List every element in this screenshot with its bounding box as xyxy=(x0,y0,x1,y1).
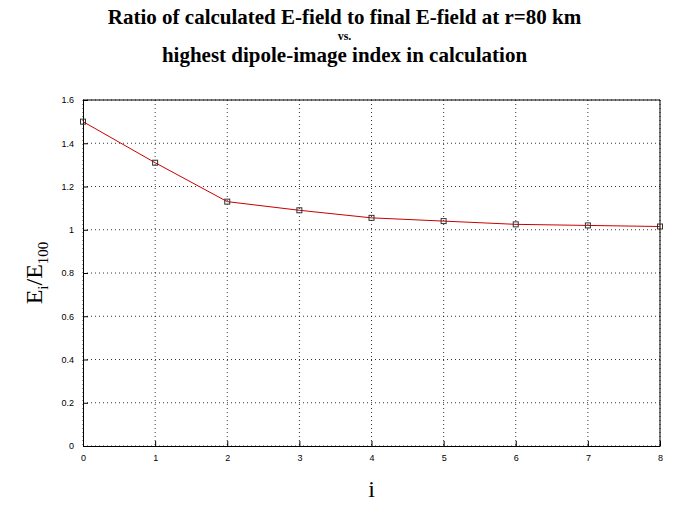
plot: 0 1 2 3 4 5 6 7 8 0 0.2 0.4 0.6 0.8 1 1.2 1.4 1.6 xyxy=(61,95,663,463)
tick-label: 1.4 xyxy=(61,139,74,149)
frame xyxy=(660,100,661,446)
tick-label: 0.2 xyxy=(61,398,74,408)
tick: 0.8 xyxy=(61,268,88,278)
tick-label: 1.2 xyxy=(61,182,74,192)
tick-mark xyxy=(155,441,156,446)
grid-line xyxy=(83,229,660,230)
tick-mark xyxy=(372,441,373,446)
tick-mark xyxy=(83,143,88,144)
tick: 0.6 xyxy=(61,312,88,322)
marker xyxy=(658,224,663,229)
tick-label: 0.6 xyxy=(61,312,74,322)
tick: 1 xyxy=(69,225,88,235)
y-axis-title-part: /E xyxy=(21,264,47,285)
chart: Ratio of calculated E-field to final E-f… xyxy=(0,0,689,507)
marker xyxy=(369,215,374,220)
frame xyxy=(83,100,660,101)
marks xyxy=(81,119,663,229)
grid-line xyxy=(83,316,660,317)
title: Ratio of calculated E-field to final E-f… xyxy=(108,5,582,29)
grid-line xyxy=(83,143,660,144)
tick: 1.4 xyxy=(61,139,88,149)
grid-line xyxy=(83,186,660,187)
marker xyxy=(513,222,518,227)
title: highest dipole-image index in calculatio… xyxy=(162,43,528,67)
tick-mark xyxy=(83,360,88,361)
plot-background xyxy=(83,100,660,446)
grid-line xyxy=(83,100,660,101)
marker xyxy=(441,219,446,224)
tick-label: 0.4 xyxy=(61,355,74,365)
grid-line xyxy=(83,402,660,403)
tick-label: 1 xyxy=(69,225,74,235)
tick-label: 0 xyxy=(69,441,74,451)
marker xyxy=(585,223,590,228)
tick-label: 0.8 xyxy=(61,268,74,278)
tick: 0.4 xyxy=(61,355,88,365)
marker xyxy=(225,199,230,204)
tick-mark xyxy=(444,441,445,446)
tick-mark xyxy=(516,441,517,446)
tick: 1.2 xyxy=(61,182,88,192)
marker xyxy=(297,208,302,213)
tick-label: 7 xyxy=(586,453,591,463)
tick: 7 xyxy=(586,441,591,463)
x-axis: 0 1 2 3 4 5 6 7 8 xyxy=(81,441,663,463)
tick-mark xyxy=(83,187,88,188)
tick: 0 xyxy=(69,441,88,451)
tick-mark xyxy=(227,441,228,446)
line xyxy=(83,122,660,227)
tick: 4 xyxy=(369,441,374,463)
axis-line xyxy=(84,446,661,447)
marker xyxy=(153,160,158,165)
tick: 2 xyxy=(225,441,230,463)
tick: 0.2 xyxy=(61,398,88,408)
tick-mark xyxy=(299,441,300,446)
x-axis-title: i xyxy=(368,476,375,502)
grid-line xyxy=(83,359,660,360)
tick-label: 1.6 xyxy=(61,95,74,105)
tick-label: 6 xyxy=(514,453,519,463)
tick-mark xyxy=(83,403,88,404)
tick-mark xyxy=(83,446,88,447)
tick-mark xyxy=(83,273,88,274)
y-axis-title: Ei/E100 xyxy=(21,242,51,305)
tick-label: 0 xyxy=(81,453,86,463)
tick: 3 xyxy=(297,441,302,463)
tick-label: 8 xyxy=(658,453,663,463)
tick-label: 4 xyxy=(369,453,374,463)
marker xyxy=(81,119,86,124)
tick-label: 2 xyxy=(225,453,230,463)
tick-label: 5 xyxy=(442,453,447,463)
grid xyxy=(83,100,660,446)
y-axis-title-part: 100 xyxy=(35,242,51,265)
tick: 6 xyxy=(514,441,519,463)
tick-label: 3 xyxy=(297,453,302,463)
title: vs. xyxy=(338,29,352,43)
grid-line xyxy=(83,273,660,274)
y-axis: 0 0.2 0.4 0.6 0.8 1 1.2 1.4 1.6 xyxy=(61,95,88,451)
tick-mark xyxy=(588,441,589,446)
tick-mark xyxy=(83,316,88,317)
tick-label: 1 xyxy=(153,453,158,463)
y-axis-title-part: E xyxy=(21,290,47,305)
tick-mark xyxy=(83,230,88,231)
tick: 1 xyxy=(153,441,158,463)
tick: 5 xyxy=(442,441,447,463)
grid-line xyxy=(660,100,661,446)
